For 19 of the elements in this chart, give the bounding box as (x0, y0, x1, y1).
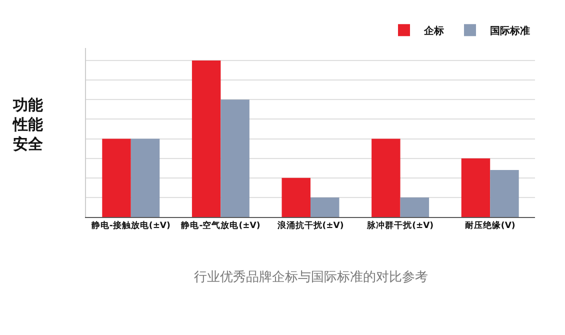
x-tick-label: 静电-接触放电(±V) (90, 220, 171, 232)
bar (310, 197, 340, 217)
legend-label: 企标 (423, 25, 444, 38)
bar (372, 138, 400, 217)
y-axis-title: 功能性能安全 (12, 96, 44, 153)
bar (192, 60, 221, 217)
bar (400, 197, 430, 217)
x-tick-label: 静电-空气放电(±V) (180, 220, 260, 232)
bar (130, 138, 160, 217)
x-tick-label: 浪涌抗干扰(±V) (276, 220, 344, 232)
bar (220, 100, 250, 217)
bar (461, 158, 490, 217)
x-tick-label: 耐压绝缘(V) (464, 220, 516, 232)
text: 行业优秀品牌企标与国际标准的对比参考 (194, 270, 428, 285)
legend-label: 国际标准 (490, 25, 530, 38)
bar (490, 170, 519, 217)
bar (282, 178, 310, 217)
bar (102, 138, 131, 217)
x-tick-label: 脉冲群干扰(±V) (366, 220, 434, 232)
